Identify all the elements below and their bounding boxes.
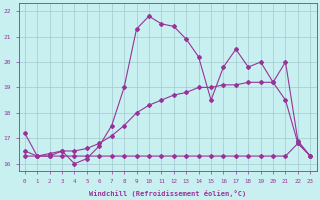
- X-axis label: Windchill (Refroidissement éolien,°C): Windchill (Refroidissement éolien,°C): [89, 190, 246, 197]
